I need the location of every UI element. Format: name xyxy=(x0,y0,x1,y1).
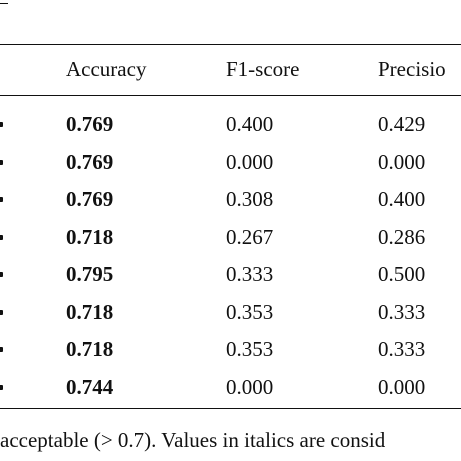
accuracy-cell: 0.769 xyxy=(66,112,114,136)
f1-score-cell: 0.333 xyxy=(226,262,274,286)
table-caption: acceptable (> 0.7). Values in italics ar… xyxy=(0,428,386,452)
accuracy-cell: 0.718 xyxy=(66,337,114,361)
precision-cell: 0.400 xyxy=(378,187,426,211)
cropped-row-label-fragment xyxy=(0,122,3,127)
table-top-rule xyxy=(0,44,461,45)
f1-score-cell: 0.353 xyxy=(226,337,274,361)
column-header-f1-score: F1-score xyxy=(226,57,300,81)
precision-cell: 0.000 xyxy=(378,375,426,399)
cropped-row-label-fragment xyxy=(0,272,3,277)
cropped-row-label-fragment xyxy=(0,347,3,352)
cropped-row-label-fragment xyxy=(0,197,3,202)
table-bottom-rule xyxy=(0,408,461,409)
accuracy-cell: 0.769 xyxy=(66,150,114,174)
f1-score-cell: 0.308 xyxy=(226,187,274,211)
cropped-row-label-fragment xyxy=(0,160,3,165)
precision-cell: 0.286 xyxy=(378,225,426,249)
precision-cell: 0.500 xyxy=(378,262,426,286)
cropped-row-label-fragment xyxy=(0,235,3,240)
f1-score-cell: 0.267 xyxy=(226,225,274,249)
column-header-precision: Precisio xyxy=(378,57,446,81)
top-rule-fragment xyxy=(0,3,8,4)
f1-score-cell: 0.400 xyxy=(226,112,274,136)
precision-cell: 0.333 xyxy=(378,300,426,324)
accuracy-cell: 0.718 xyxy=(66,225,114,249)
cropped-row-label-fragment xyxy=(0,385,3,390)
f1-score-cell: 0.353 xyxy=(226,300,274,324)
accuracy-cell: 0.795 xyxy=(66,262,114,286)
header-rule xyxy=(0,95,461,96)
f1-score-cell: 0.000 xyxy=(226,150,274,174)
precision-cell: 0.429 xyxy=(378,112,426,136)
f1-score-cell: 0.000 xyxy=(226,375,274,399)
accuracy-cell: 0.769 xyxy=(66,187,114,211)
cropped-row-label-fragment xyxy=(0,310,3,315)
column-header-accuracy: Accuracy xyxy=(66,57,147,81)
accuracy-cell: 0.744 xyxy=(66,375,114,399)
precision-cell: 0.333 xyxy=(378,337,426,361)
accuracy-cell: 0.718 xyxy=(66,300,114,324)
precision-cell: 0.000 xyxy=(378,150,426,174)
